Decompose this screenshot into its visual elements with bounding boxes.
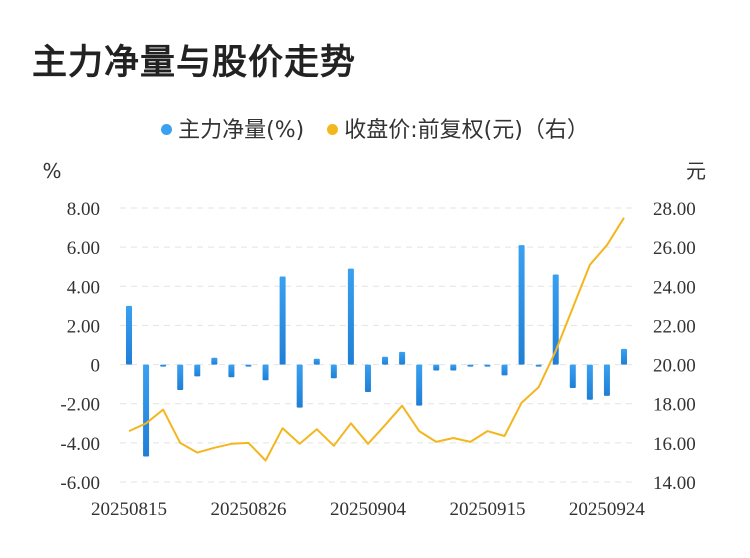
left-tick-label: -2.00 <box>60 395 100 416</box>
net-flow-bar <box>603 364 610 396</box>
x-tick-label: 20250904 <box>330 499 407 520</box>
right-tick-label: 20.00 <box>653 356 696 377</box>
net-flow-bar <box>484 364 491 367</box>
net-flow-bar <box>450 364 457 371</box>
left-tick-label: 4.00 <box>67 277 100 298</box>
net-flow-bar <box>177 364 184 391</box>
net-flow-bar <box>143 364 150 457</box>
net-flow-bar <box>382 356 389 365</box>
right-tick-label: 18.00 <box>653 395 696 416</box>
legend-item-net-flow[interactable]: 主力净量(%) <box>161 112 304 144</box>
net-flow-bar <box>296 364 303 408</box>
right-tick-label: 22.00 <box>653 316 696 337</box>
net-flow-bar <box>228 364 235 378</box>
net-flow-bar <box>621 348 627 365</box>
net-flow-bar <box>364 364 371 392</box>
legend-label-net-flow: 主力净量(%) <box>178 118 305 143</box>
left-tick-label: 6.00 <box>67 238 100 259</box>
left-tick-label: 0 <box>91 356 101 377</box>
net-flow-bar <box>433 364 440 371</box>
net-flow-bar <box>518 245 525 365</box>
net-flow-bar <box>279 276 286 365</box>
chart-title: 主力净量与股价走势 <box>32 43 357 83</box>
legend-label-close-price: 收盘价:前复权(元)（右） <box>344 118 589 143</box>
legend-dot-close-price <box>327 123 339 135</box>
left-tick-label: -4.00 <box>60 434 100 455</box>
net-flow-bar <box>245 364 252 367</box>
left-tick-label: 8.00 <box>67 199 100 220</box>
net-flow-bar <box>467 364 474 367</box>
net-flow-bar <box>160 364 167 367</box>
right-tick-label: 14.00 <box>653 473 696 494</box>
right-tick-label: 28.00 <box>653 199 696 220</box>
net-flow-bar <box>416 364 423 406</box>
chart-legend: 主力净量(%) 收盘价:前复权(元)（右） <box>0 112 750 144</box>
net-flow-bar <box>399 351 406 365</box>
net-flow-bar <box>211 357 218 365</box>
right-tick-label: 24.00 <box>653 277 696 298</box>
net-flow-bar <box>262 364 269 381</box>
net-flow-bar <box>313 358 320 365</box>
left-tick-label: -6.00 <box>60 473 100 494</box>
x-tick-label: 20250924 <box>569 499 646 520</box>
net-flow-bar <box>535 364 542 367</box>
net-flow-bar <box>569 364 576 389</box>
left-tick-label: 2.00 <box>67 316 100 337</box>
right-tick-label: 16.00 <box>653 434 696 455</box>
legend-dot-net-flow <box>161 123 173 135</box>
net-flow-bar <box>194 364 201 377</box>
x-tick-label: 20250815 <box>91 499 167 520</box>
net-flow-bar <box>501 364 508 376</box>
close-price-line <box>128 217 625 462</box>
net-flow-bar <box>552 274 559 365</box>
left-axis-unit: % <box>42 159 61 183</box>
x-tick-label: 20250915 <box>449 499 525 520</box>
legend-item-close-price[interactable]: 收盘价:前复权(元)（右） <box>327 112 589 144</box>
net-flow-bar <box>347 268 354 365</box>
net-flow-bar <box>586 364 593 400</box>
right-tick-label: 26.00 <box>653 238 696 259</box>
net-flow-bar <box>126 305 132 365</box>
net-flow-bar <box>330 364 337 379</box>
x-tick-label: 20250826 <box>210 499 286 520</box>
right-axis-unit: 元 <box>686 159 706 183</box>
